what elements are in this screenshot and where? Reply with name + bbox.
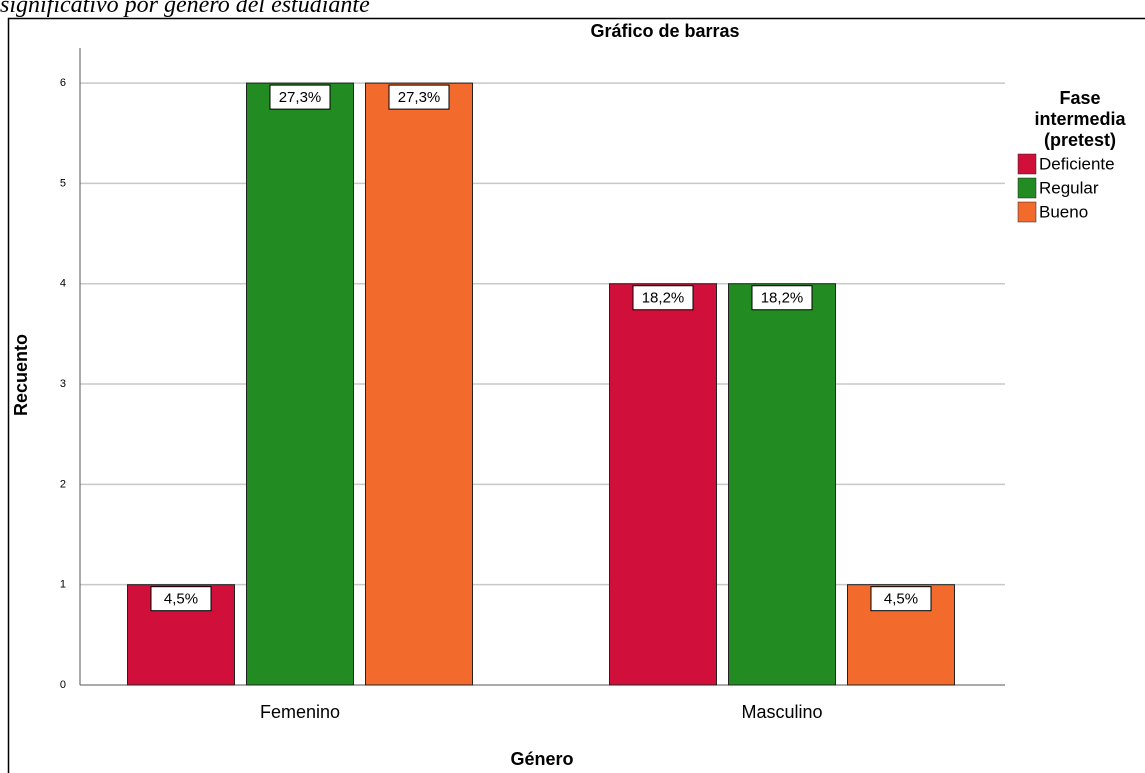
bar bbox=[246, 82, 354, 686]
value-label: 4,5% bbox=[884, 591, 918, 608]
x-tick-label: Masculino bbox=[741, 702, 822, 722]
chart-title: Gráfico de barras bbox=[590, 21, 739, 41]
x-axis-label: Género bbox=[510, 749, 573, 769]
bar bbox=[728, 283, 836, 686]
value-label-box bbox=[632, 285, 694, 311]
value-label-box bbox=[150, 586, 212, 612]
value-label: 27,3% bbox=[398, 89, 441, 106]
x-tick-label: Femenino bbox=[260, 702, 340, 722]
value-label: 27,3% bbox=[279, 89, 322, 106]
bar bbox=[609, 283, 717, 686]
y-tick-label: 6 bbox=[60, 77, 66, 89]
legend-label: Bueno bbox=[1039, 202, 1088, 221]
legend-swatch bbox=[1017, 201, 1037, 223]
value-label-box bbox=[751, 285, 813, 311]
y-tick-label: 3 bbox=[60, 378, 66, 390]
value-label-box bbox=[388, 84, 450, 110]
frame bbox=[7, 17, 1145, 773]
y-tick-label: 5 bbox=[60, 177, 66, 189]
legend-label: Regular bbox=[1039, 178, 1099, 197]
y-tick-label: 0 bbox=[60, 679, 66, 691]
value-label: 4,5% bbox=[164, 591, 198, 608]
value-label-box bbox=[870, 586, 932, 612]
legend-swatch bbox=[1017, 153, 1037, 175]
legend-label: Deficiente bbox=[1039, 154, 1115, 173]
y-tick-label: 1 bbox=[60, 579, 66, 591]
legend-swatch bbox=[1017, 177, 1037, 199]
value-label: 18,2% bbox=[761, 290, 804, 307]
y-tick-label: 2 bbox=[60, 478, 66, 490]
value-label: 18,2% bbox=[642, 290, 685, 307]
legend-title: Fase intermedia (pretest) bbox=[1034, 88, 1126, 150]
value-label-box bbox=[269, 84, 331, 110]
caption: significativo por género del estudiante bbox=[0, 0, 370, 18]
bar bbox=[365, 82, 473, 686]
y-tick-label: 4 bbox=[60, 278, 66, 290]
y-axis-label: Recuento bbox=[11, 334, 31, 416]
